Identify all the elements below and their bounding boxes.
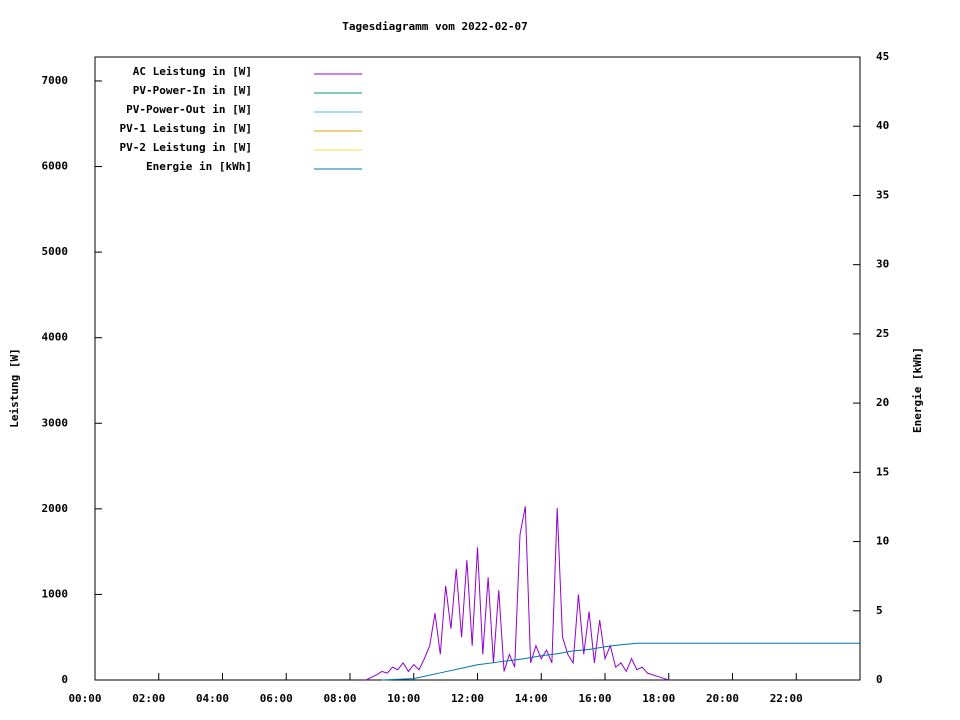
series-line — [365, 506, 669, 681]
x-tick-label: 22:00 — [770, 692, 803, 705]
x-tick-label: 08:00 — [323, 692, 356, 705]
y-tick-label: 6000 — [42, 160, 69, 173]
x-tick-label: 00:00 — [68, 692, 101, 705]
y2-axis-label: Energie [kWh] — [911, 347, 924, 433]
x-tick-label: 16:00 — [578, 692, 611, 705]
y2-tick-label: 20 — [876, 396, 889, 409]
legend-label: PV-2 Leistung in [W] — [120, 141, 252, 154]
y2-tick-label: 30 — [876, 258, 889, 271]
y-tick-label: 4000 — [42, 331, 69, 344]
x-tick-label: 04:00 — [196, 692, 229, 705]
x-tick-label: 18:00 — [642, 692, 675, 705]
legend-label: PV-Power-Out in [W] — [126, 103, 252, 116]
x-tick-label: 20:00 — [706, 692, 739, 705]
y-tick-label: 1000 — [42, 587, 69, 600]
legend-label: AC Leistung in [W] — [133, 65, 252, 78]
x-tick-label: 06:00 — [260, 692, 293, 705]
y-axis-label: Leistung [W] — [8, 348, 21, 427]
x-tick-label: 12:00 — [451, 692, 484, 705]
y2-tick-label: 35 — [876, 188, 889, 201]
y2-tick-label: 5 — [876, 604, 883, 617]
y2-tick-label: 25 — [876, 327, 889, 340]
legend-label: Energie in [kWh] — [146, 160, 252, 173]
y-tick-label: 5000 — [42, 245, 69, 258]
y-tick-label: 3000 — [42, 416, 69, 429]
y2-tick-label: 10 — [876, 535, 889, 548]
x-tick-label: 14:00 — [515, 692, 548, 705]
y2-tick-label: 45 — [876, 50, 889, 63]
y2-tick-label: 40 — [876, 119, 889, 132]
chart-title: Tagesdiagramm vom 2022-02-07 — [342, 20, 527, 33]
x-tick-label: 02:00 — [132, 692, 165, 705]
y-tick-label: 2000 — [42, 502, 69, 515]
series-line — [381, 642, 860, 681]
legend-label: PV-1 Leistung in [W] — [120, 122, 252, 135]
y-tick-label: 0 — [61, 673, 68, 686]
legend-label: PV-Power-In in [W] — [133, 84, 252, 97]
y2-tick-label: 0 — [876, 673, 883, 686]
y-tick-label: 7000 — [42, 74, 69, 87]
x-tick-label: 10:00 — [387, 692, 420, 705]
y2-tick-label: 15 — [876, 465, 889, 478]
